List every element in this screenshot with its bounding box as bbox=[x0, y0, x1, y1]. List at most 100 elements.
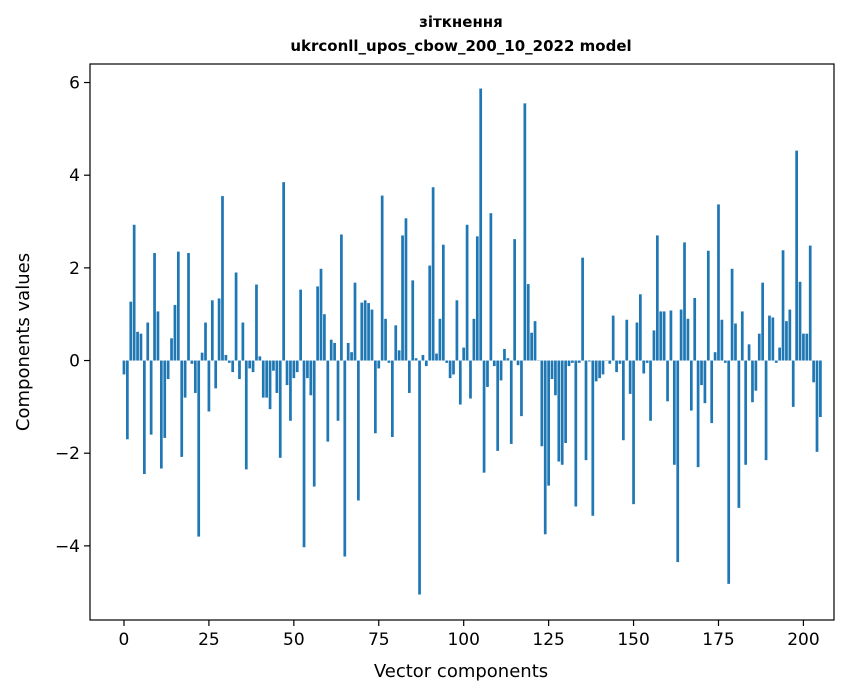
bar bbox=[126, 360, 129, 440]
x-tick-label: 125 bbox=[532, 630, 564, 650]
bar bbox=[689, 360, 693, 411]
bar bbox=[217, 298, 221, 361]
bar bbox=[187, 253, 190, 361]
bar bbox=[272, 360, 275, 371]
y-tick-label: 0 bbox=[69, 352, 80, 372]
bar bbox=[594, 360, 598, 382]
bar bbox=[132, 224, 136, 361]
bar bbox=[156, 311, 160, 361]
bar bbox=[564, 360, 567, 443]
x-axis-ticks: 0 25 50 75 100 125 150 175 200 bbox=[119, 620, 820, 650]
bar bbox=[659, 311, 663, 361]
x-tick-label: 175 bbox=[702, 630, 734, 650]
bar bbox=[441, 244, 445, 361]
bar bbox=[166, 360, 170, 380]
y-axis-ticks: −4 −2 0 2 4 6 bbox=[55, 74, 90, 557]
bar bbox=[662, 311, 666, 361]
bar bbox=[363, 300, 367, 361]
bar bbox=[608, 360, 612, 364]
bar bbox=[377, 360, 381, 369]
bar bbox=[645, 360, 649, 363]
bar bbox=[299, 289, 302, 361]
bar bbox=[540, 360, 544, 447]
bar bbox=[224, 354, 228, 361]
bar bbox=[428, 265, 432, 361]
bar bbox=[394, 325, 398, 361]
bar bbox=[781, 250, 785, 361]
bar bbox=[744, 360, 748, 465]
bar bbox=[713, 352, 717, 361]
bar bbox=[343, 360, 347, 557]
bar bbox=[632, 360, 635, 505]
bar bbox=[768, 315, 771, 361]
bar bbox=[639, 294, 642, 361]
bar bbox=[353, 282, 357, 361]
plot-area-frame bbox=[89, 63, 835, 621]
bar bbox=[374, 360, 377, 434]
bar bbox=[601, 360, 605, 375]
bar bbox=[523, 103, 527, 361]
bar bbox=[795, 150, 798, 361]
bar bbox=[571, 360, 574, 363]
bar bbox=[730, 268, 734, 361]
bar bbox=[170, 338, 173, 361]
bar bbox=[431, 187, 435, 361]
bar bbox=[367, 303, 370, 361]
bar bbox=[520, 360, 523, 417]
bar bbox=[652, 330, 656, 361]
bar bbox=[204, 322, 207, 361]
bar bbox=[628, 360, 632, 394]
bar bbox=[326, 360, 330, 442]
y-tick-label: −4 bbox=[55, 537, 80, 557]
bar bbox=[720, 319, 724, 361]
x-axis-label: Vector components bbox=[374, 661, 548, 682]
bar bbox=[547, 360, 550, 486]
bar bbox=[411, 280, 415, 361]
x-tick-label: 150 bbox=[617, 630, 649, 650]
bar bbox=[622, 360, 625, 441]
bar bbox=[791, 360, 795, 407]
bar bbox=[469, 360, 472, 399]
y-tick-label: 4 bbox=[69, 166, 80, 186]
x-tick-label: 75 bbox=[368, 630, 390, 650]
bar bbox=[380, 195, 384, 361]
bar bbox=[584, 360, 588, 461]
bar bbox=[370, 309, 374, 361]
chart-subtitle: ukrconll_upos_cbow_200_10_2022 model bbox=[290, 37, 631, 55]
bar bbox=[455, 300, 459, 361]
bar bbox=[316, 286, 319, 361]
bar bbox=[323, 314, 326, 361]
bar bbox=[302, 360, 306, 548]
bar bbox=[717, 204, 720, 361]
chart-title: зіткнення bbox=[419, 13, 503, 31]
y-tick-label: −2 bbox=[55, 444, 80, 464]
bar bbox=[543, 360, 547, 535]
bar bbox=[190, 360, 194, 364]
bar bbox=[764, 360, 768, 461]
bar bbox=[282, 182, 285, 361]
bar bbox=[655, 235, 659, 361]
bar bbox=[255, 284, 258, 361]
bar bbox=[329, 339, 333, 361]
bar bbox=[479, 88, 483, 361]
bar bbox=[143, 360, 146, 475]
bar bbox=[642, 360, 646, 374]
bar bbox=[180, 360, 184, 457]
bar bbox=[475, 236, 479, 361]
bar bbox=[509, 360, 513, 444]
bar bbox=[357, 360, 360, 501]
bar bbox=[774, 360, 778, 363]
bar bbox=[486, 360, 489, 387]
bar bbox=[700, 360, 703, 386]
bar bbox=[309, 360, 313, 396]
bar bbox=[306, 360, 309, 379]
bar bbox=[149, 360, 153, 435]
bar bbox=[513, 239, 517, 361]
bar bbox=[778, 347, 781, 361]
bar bbox=[588, 360, 591, 362]
bar bbox=[761, 282, 765, 361]
bar bbox=[703, 360, 707, 404]
bar bbox=[404, 218, 408, 361]
bar bbox=[458, 360, 462, 405]
